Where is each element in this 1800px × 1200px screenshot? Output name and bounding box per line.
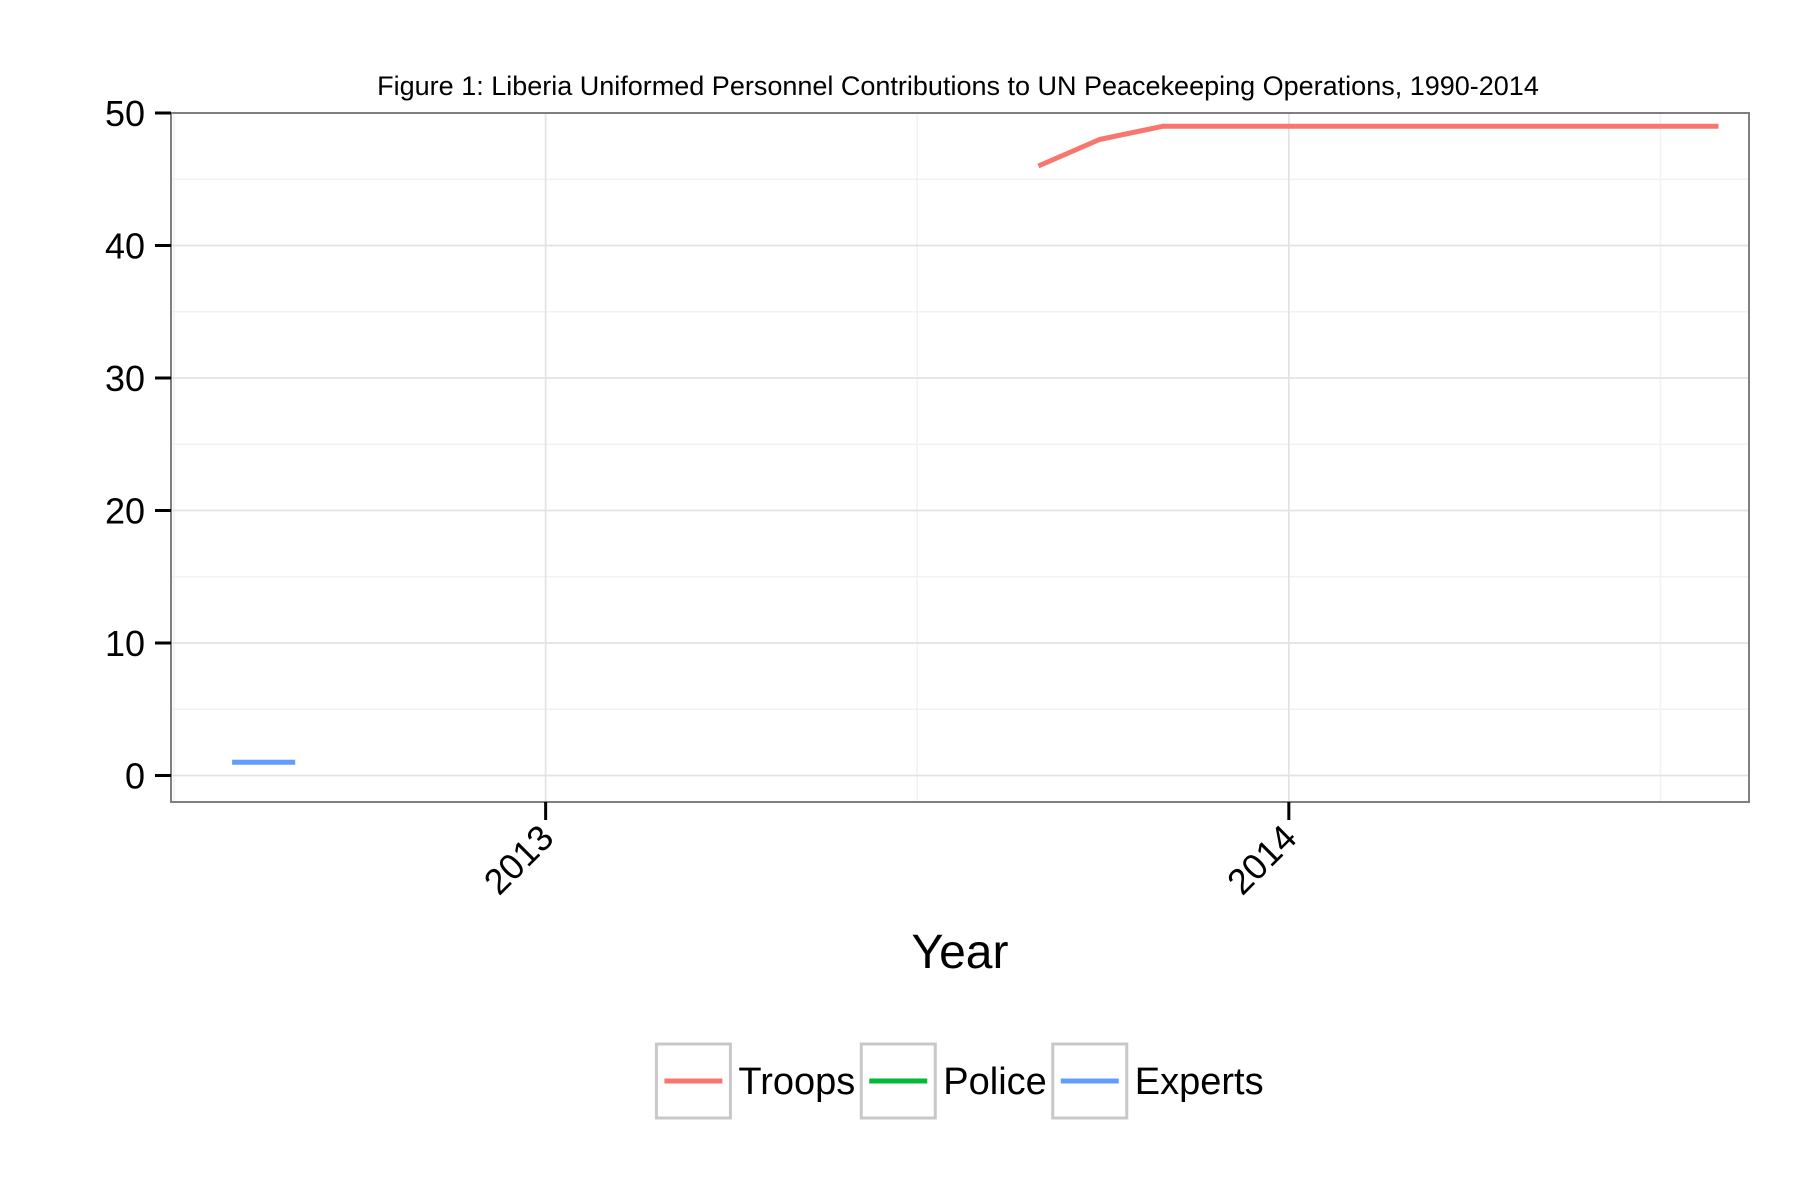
series-lines [232,123,1719,765]
plot-panel [171,113,1749,802]
y-tick-label: 0 [125,756,145,797]
legend-label-troops: Troops [738,1061,855,1103]
minor-gridlines [171,113,1749,802]
y-tick-label: 50 [105,93,145,134]
x-axis: 2013 2014 [476,802,1305,903]
y-axis: 0 10 20 30 40 50 [105,93,171,797]
y-tick-label: 20 [105,491,145,532]
y-tick-label: 40 [105,226,145,267]
x-tick-label: 2014 [1219,817,1305,903]
series-line-troops [1037,123,1719,169]
x-axis-title: Year [912,926,1009,979]
legend: Troops Police Experts [654,1042,1264,1120]
plot-border [170,112,1750,803]
legend-label-experts: Experts [1135,1061,1264,1103]
y-tick-label: 30 [105,358,145,399]
x-tick-label: 2013 [476,817,562,903]
y-tick-label: 10 [105,623,145,664]
legend-label-police: Police [943,1061,1047,1103]
chart-title: Figure 1: Liberia Uniformed Personnel Co… [377,71,1539,101]
